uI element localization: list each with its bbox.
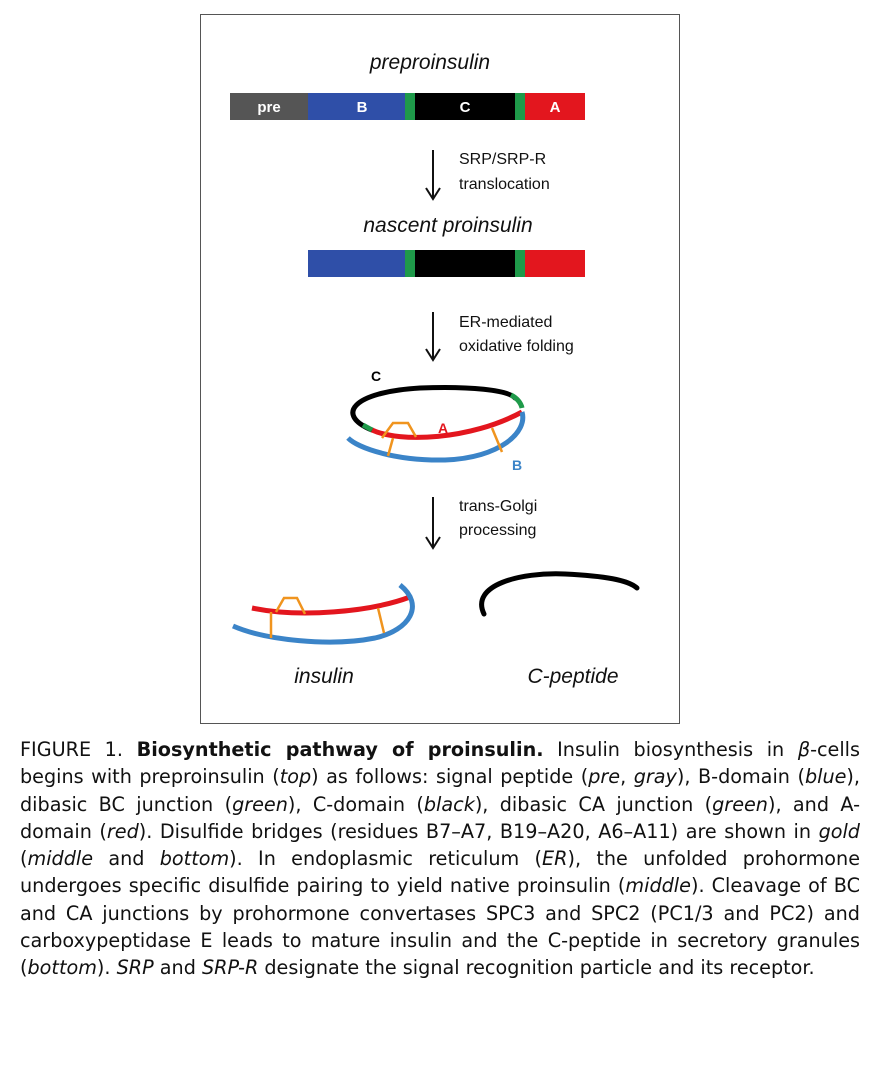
caption-text: ( xyxy=(20,847,28,871)
step1-label-line2: translocation xyxy=(459,176,550,193)
insulin-disulfide-b19-a20 xyxy=(376,607,386,634)
nascent-a-segment xyxy=(525,250,585,277)
caption-text: ), the unfolded prohormone undergoes spe… xyxy=(20,847,861,898)
mature-insulin xyxy=(231,583,415,645)
caption-emphasis: middle xyxy=(625,874,691,898)
caption-emphasis: SRP-R xyxy=(201,956,259,980)
caption-emphasis: bottom xyxy=(159,847,230,871)
caption-text: ), dibasic BC junction ( xyxy=(20,765,861,816)
caption-beta: β xyxy=(797,738,811,761)
a-segment-label: A xyxy=(550,99,561,116)
caption-text: ), and A-domain ( xyxy=(20,792,860,843)
ca-junction-segment xyxy=(515,93,525,120)
arrow-golgi-processing xyxy=(425,497,441,550)
caption-emphasis: bottom xyxy=(27,956,97,980)
c-segment-label: C xyxy=(460,99,471,116)
caption-fig-label: FIGURE 1. xyxy=(20,738,123,761)
caption-emphasis: gray xyxy=(633,765,677,789)
preproinsulin-title: preproinsulin xyxy=(369,51,490,74)
chain-c-label: C xyxy=(371,368,381,384)
folded-a-chain xyxy=(370,409,524,440)
pre-segment xyxy=(230,93,308,120)
caption-text: designate the signal recognition particl… xyxy=(258,956,815,980)
caption-text: and xyxy=(93,847,160,871)
b-segment xyxy=(308,93,405,120)
preproinsulin-bar: pre B C A xyxy=(230,93,585,120)
a-segment xyxy=(525,93,585,120)
caption-emphasis: top xyxy=(279,765,312,789)
caption-text: -cells begins with preproinsulin ( xyxy=(20,738,860,789)
chain-b-label: B xyxy=(512,457,522,473)
proinsulin-pathway-diagram: preproinsulin pre B C A SRP/SRP-R transl… xyxy=(230,51,640,688)
caption-text: ). xyxy=(96,956,117,980)
caption-text: , xyxy=(620,765,634,789)
folded-bc-junction xyxy=(361,422,374,433)
arrow-translocation xyxy=(425,150,441,201)
step1-label-line1: SRP/SRP-R xyxy=(459,151,546,168)
nascent-proinsulin-title: nascent proinsulin xyxy=(363,214,532,237)
step2-label-line1: ER-mediated xyxy=(459,314,552,331)
nascent-b-segment xyxy=(308,250,405,277)
caption-fig-title: Biosynthetic pathway of proinsulin. xyxy=(136,738,544,761)
c-segment xyxy=(415,93,515,120)
caption-text: ), dibasic CA junction ( xyxy=(474,792,713,816)
insulin-disulfide-intra xyxy=(274,596,307,615)
step3-label-line2: processing xyxy=(459,522,536,539)
nascent-proinsulin-bar xyxy=(308,250,585,277)
caption-text: ), C-domain ( xyxy=(287,792,424,816)
bc-junction-segment xyxy=(405,93,415,120)
nascent-ca-junction xyxy=(515,250,525,277)
step2-label-line2: oxidative folding xyxy=(459,338,574,355)
c-peptide-label: C-peptide xyxy=(527,665,618,688)
folded-c-chain xyxy=(350,385,518,433)
caption-emphasis: ER xyxy=(542,847,568,871)
caption-emphasis: gold xyxy=(818,819,860,843)
figure-caption: FIGURE 1. Biosynthetic pathway of proins… xyxy=(20,736,860,982)
chain-a-label: A xyxy=(438,420,448,436)
nascent-bc-junction xyxy=(405,250,415,277)
caption-text: Insulin biosynthesis in xyxy=(543,738,798,761)
disulfide-a6-a11 xyxy=(380,421,418,439)
insulin-b-chain xyxy=(231,583,415,645)
folded-proinsulin: C A B xyxy=(346,368,526,473)
c-peptide-chain xyxy=(479,571,640,617)
disulfide-b19-a20 xyxy=(490,427,504,453)
folded-ca-junction xyxy=(509,392,525,409)
folded-b-chain xyxy=(346,411,526,463)
insulin-a-chain xyxy=(251,594,411,616)
step3-label-line1: trans-Golgi xyxy=(459,498,537,515)
insulin-label: insulin xyxy=(294,665,354,688)
caption-emphasis: red xyxy=(106,819,139,843)
nascent-c-segment xyxy=(415,250,515,277)
caption-text: and xyxy=(153,956,202,980)
arrow-oxidative-folding xyxy=(425,312,441,362)
caption-emphasis: green xyxy=(232,792,288,816)
caption-text: ). Cleavage of BC and CA junctions by pr… xyxy=(20,874,860,980)
caption-emphasis: SRP xyxy=(116,956,154,980)
folded-disulfide-bridges xyxy=(380,421,504,457)
b-segment-label: B xyxy=(357,99,368,116)
caption-emphasis: black xyxy=(423,792,475,816)
caption-text: ). Disulfide bridges (residues B7–A7, B1… xyxy=(138,819,819,843)
caption-text: ). In endoplasmic reticulum ( xyxy=(229,847,543,871)
caption-emphasis: pre xyxy=(588,765,621,789)
pre-segment-label: pre xyxy=(257,99,280,116)
caption-emphasis: middle xyxy=(27,847,94,871)
caption-text: ), B-domain ( xyxy=(676,765,805,789)
disulfide-b7-a7 xyxy=(386,437,395,457)
caption-emphasis: blue xyxy=(804,765,847,789)
caption-emphasis: green xyxy=(712,792,768,816)
caption-text: ) as follows: signal peptide ( xyxy=(311,765,589,789)
